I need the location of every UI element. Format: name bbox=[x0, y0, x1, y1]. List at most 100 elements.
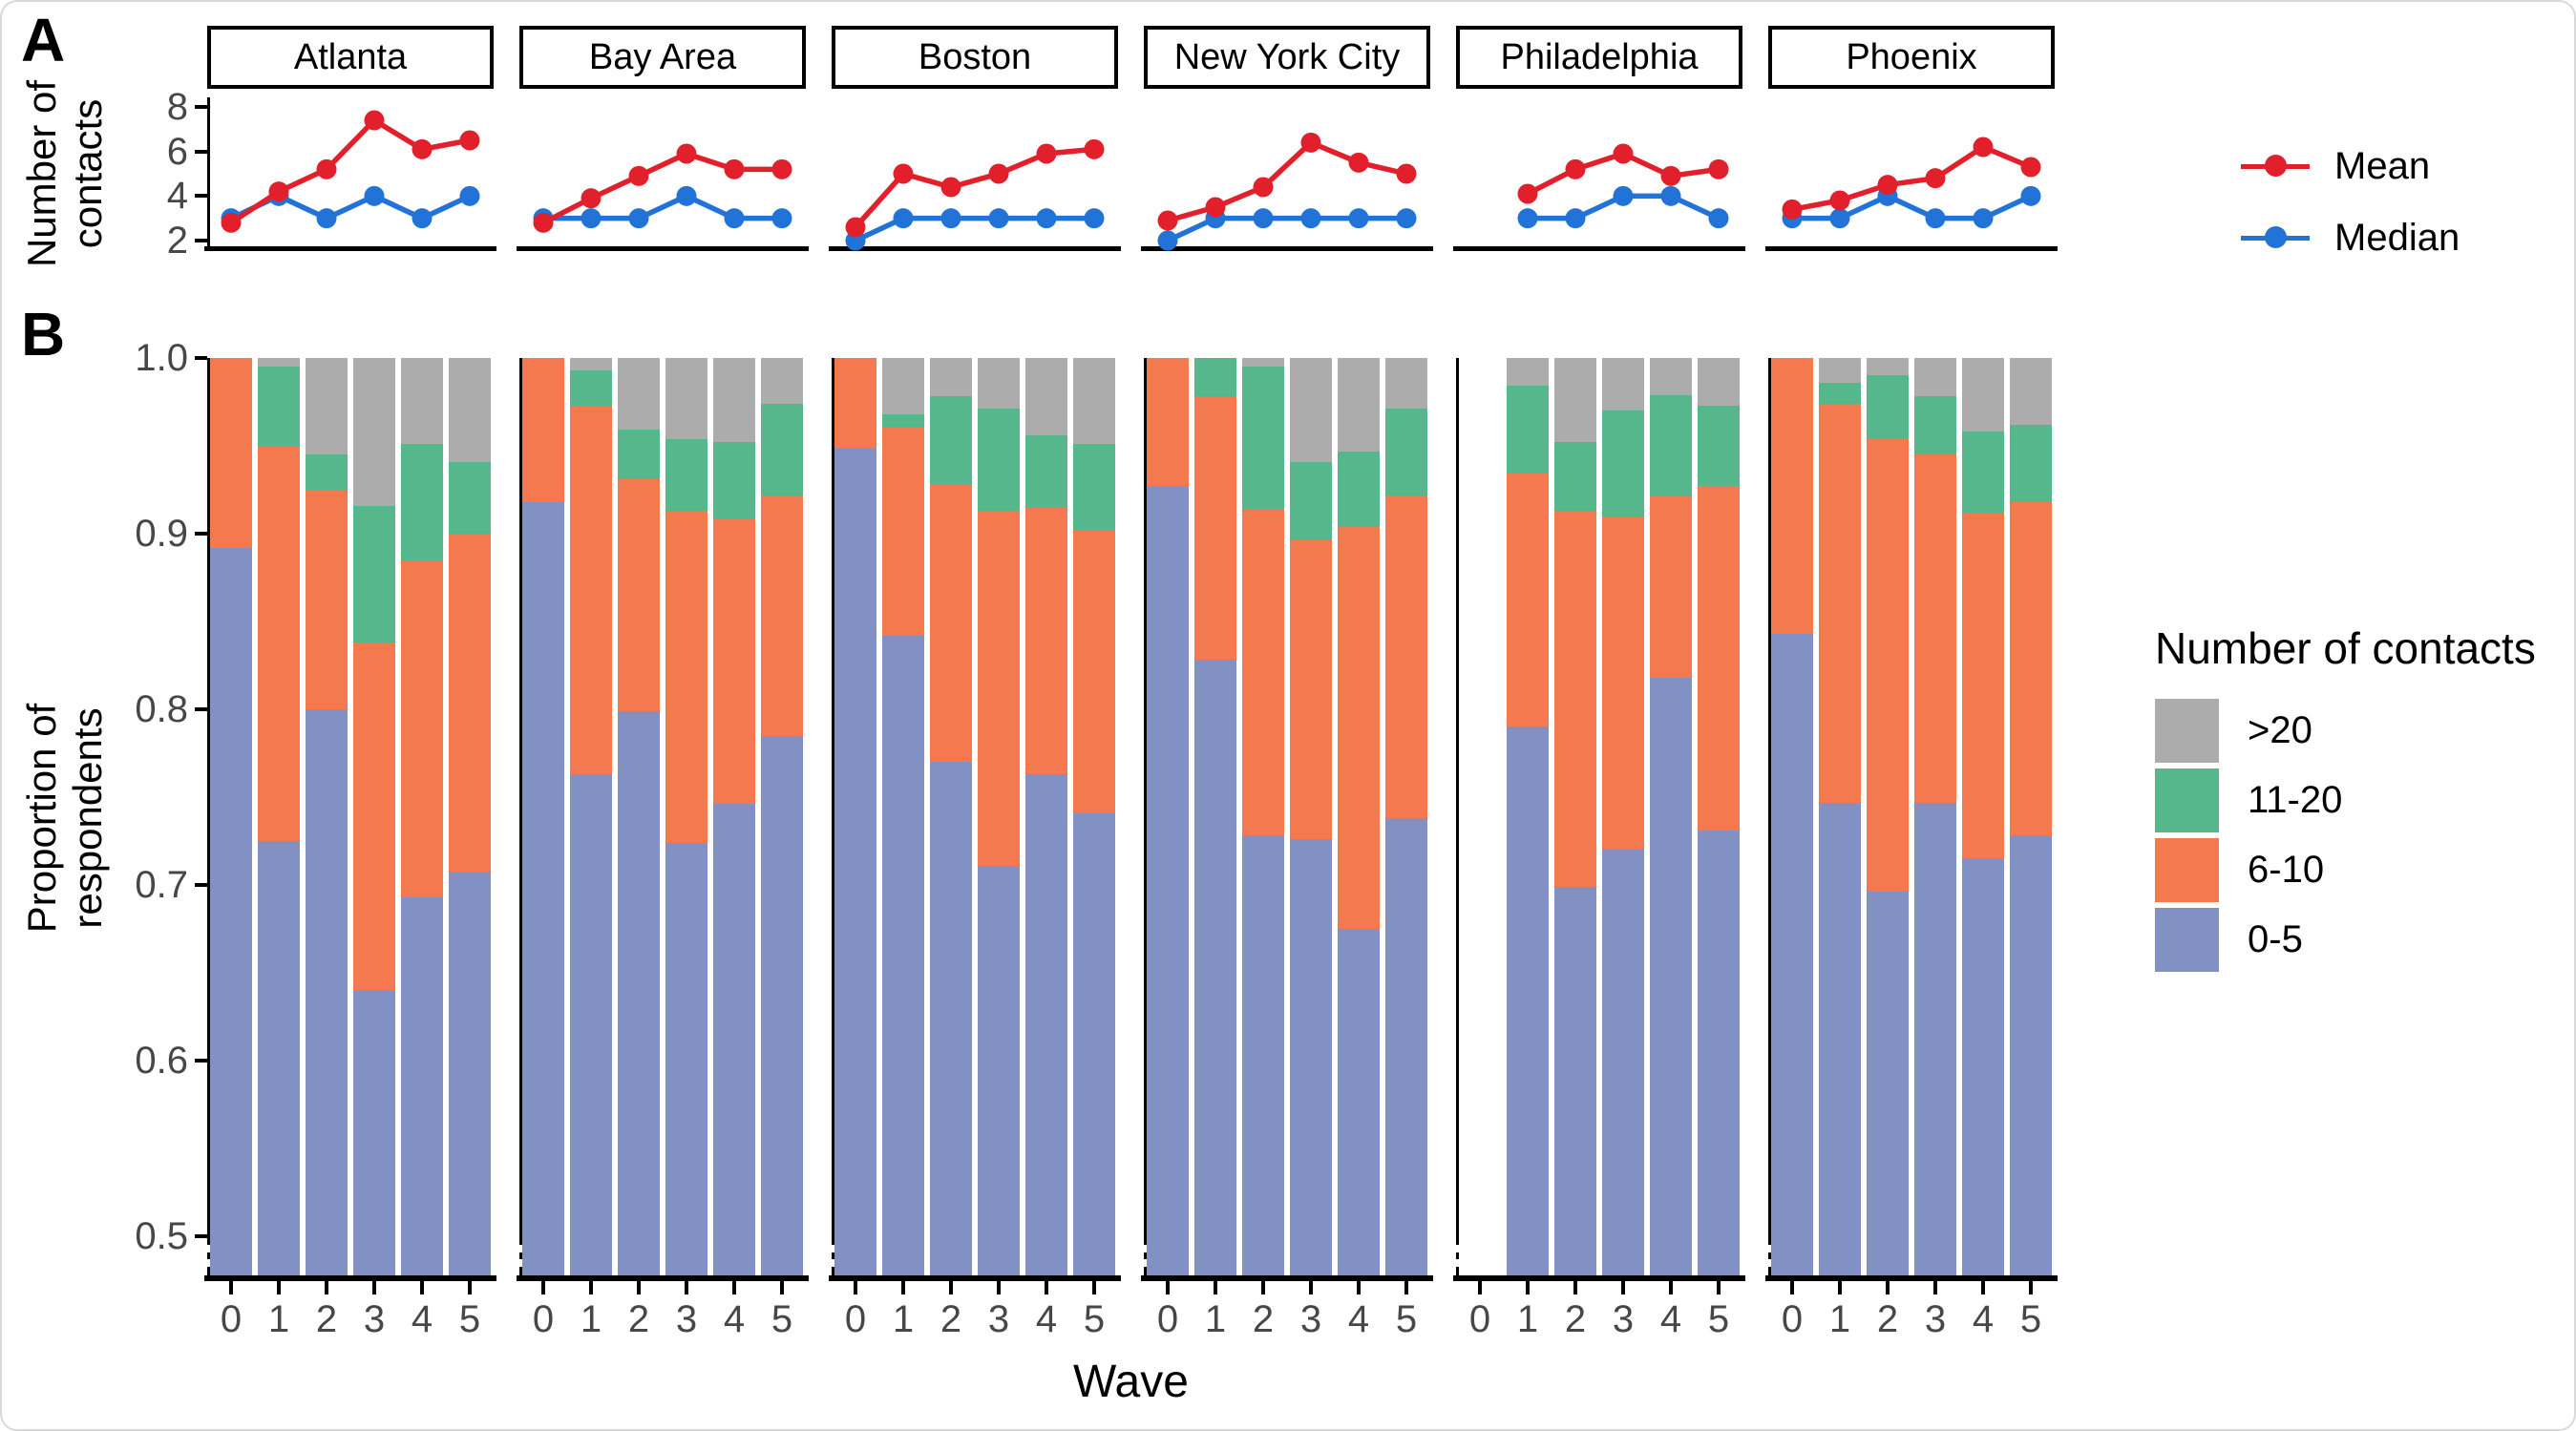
mean-point bbox=[1517, 183, 1538, 204]
x-tick-label: 3 bbox=[675, 1298, 698, 1340]
panel-a-label: A bbox=[21, 6, 66, 74]
bar-segment-0-5 bbox=[258, 841, 300, 1275]
mean-point bbox=[771, 158, 792, 179]
bar-segment-0-5 bbox=[570, 774, 612, 1275]
mean-point bbox=[412, 138, 433, 159]
bar-segment-6-10 bbox=[1385, 495, 1427, 819]
bar-segment-gt20 bbox=[1507, 358, 1549, 387]
panel-b-x-tick bbox=[325, 1281, 328, 1294]
bar-segment-0-5 bbox=[522, 501, 564, 1275]
facet-strip-new-york-city: New York City bbox=[1144, 26, 1430, 89]
panel-b-y-tick-label: 1.0 bbox=[135, 337, 188, 379]
panel-a-y-axis-title-line1: Number of bbox=[19, 79, 64, 268]
axis-break-icon bbox=[1142, 1259, 1149, 1267]
x-tick-label: 2 bbox=[1564, 1298, 1587, 1340]
x-tick-label: 2 bbox=[1876, 1298, 1899, 1340]
bar-segment-11-20 bbox=[1819, 382, 1861, 404]
bar-segment-gt20 bbox=[1698, 358, 1740, 406]
panel-b-y-tick bbox=[195, 1059, 207, 1063]
median-point bbox=[316, 208, 337, 229]
panel-a-legend: Mean Median bbox=[2241, 144, 2565, 287]
bar-segment-11-20 bbox=[1338, 451, 1380, 527]
x-axis-title: Wave bbox=[1073, 1357, 1189, 1407]
bar-segment-6-10 bbox=[2010, 501, 2052, 836]
panel-b-x-tick bbox=[732, 1281, 736, 1294]
bar-segment-6-10 bbox=[713, 519, 755, 805]
mean-point bbox=[1205, 197, 1226, 218]
bar-segment-0-5 bbox=[1242, 835, 1284, 1275]
mean-point bbox=[1565, 158, 1586, 179]
mean-point bbox=[724, 158, 745, 179]
bar-segment-0-5 bbox=[618, 710, 660, 1275]
bar-segment-6-10 bbox=[353, 642, 395, 991]
panel-b-x-tick bbox=[1092, 1281, 1096, 1294]
bar-segment-6-10 bbox=[522, 358, 564, 502]
x-tick-label: 5 bbox=[2019, 1298, 2042, 1340]
median-point bbox=[1300, 208, 1321, 229]
panel-a-y-tick bbox=[195, 105, 207, 109]
bar-segment-gt20 bbox=[1385, 358, 1427, 410]
panel-b-y-tick-label: 0.8 bbox=[135, 688, 188, 730]
bar-segment-0-5 bbox=[882, 635, 924, 1275]
panel-b-x-tick bbox=[1166, 1281, 1170, 1294]
panel-a-lines-philadelphia bbox=[1517, 143, 1729, 229]
median-point bbox=[676, 185, 697, 206]
bar-segment-0-5 bbox=[210, 547, 252, 1275]
panel-b-x-tick bbox=[1669, 1281, 1673, 1294]
x-tick-label: 4 bbox=[1347, 1298, 1370, 1340]
bar-segment-0-5 bbox=[1771, 633, 1813, 1275]
x-tick-label: 3 bbox=[987, 1298, 1010, 1340]
panel-a-y-tick-label: 6 bbox=[166, 130, 188, 173]
gt20-swatch-icon bbox=[2155, 699, 2219, 763]
bar-segment-6-10 bbox=[930, 484, 972, 763]
bar-segment-11-20 bbox=[1242, 367, 1284, 510]
axis-break-icon bbox=[1766, 1259, 1773, 1267]
bar-segment-gt20 bbox=[1338, 358, 1380, 452]
bar-segment-gt20 bbox=[978, 358, 1020, 410]
panel-b-x-tick bbox=[589, 1281, 593, 1294]
panel-a-lines-phoenix bbox=[1782, 137, 2041, 229]
median-point bbox=[1708, 208, 1729, 229]
bar-segment-11-20 bbox=[1554, 442, 1596, 512]
median-point bbox=[1925, 208, 1946, 229]
6-10-swatch-icon bbox=[2155, 838, 2219, 902]
x-tick-label: 0 bbox=[1156, 1298, 1179, 1340]
bar-segment-gt20 bbox=[1962, 358, 2004, 432]
panel-b-x-tick bbox=[949, 1281, 953, 1294]
x-tick-label: 4 bbox=[1972, 1298, 1995, 1340]
x-tick-label: 2 bbox=[1252, 1298, 1275, 1340]
legend-item-mean: Mean bbox=[2241, 144, 2430, 188]
bar-segment-gt20 bbox=[1602, 358, 1644, 411]
median-point bbox=[940, 208, 961, 229]
median-point bbox=[1660, 185, 1681, 206]
panel-a-x-axis-line bbox=[1141, 246, 1433, 251]
x-tick-label: 3 bbox=[1612, 1298, 1635, 1340]
median-point bbox=[412, 208, 433, 229]
median-point bbox=[1565, 208, 1586, 229]
mean-point bbox=[988, 163, 1009, 184]
11-20-swatch-icon bbox=[2155, 768, 2219, 832]
mean-point bbox=[316, 158, 337, 179]
median-point bbox=[1253, 208, 1274, 229]
bar-segment-6-10 bbox=[258, 446, 300, 841]
panel-b-x-tick bbox=[1573, 1281, 1577, 1294]
bar-segment-6-10 bbox=[1867, 438, 1909, 893]
legend-label-6-10: 6-10 bbox=[2248, 849, 2325, 891]
bar-segment-0-5 bbox=[1819, 802, 1861, 1275]
panel-a-x-axis-line bbox=[1453, 246, 1745, 251]
panel-b-x-tick bbox=[1045, 1281, 1048, 1294]
x-tick-label: 1 bbox=[892, 1298, 915, 1340]
bar-segment-gt20 bbox=[1914, 358, 1956, 397]
median-point bbox=[893, 208, 914, 229]
axis-break-icon bbox=[1766, 1245, 1773, 1252]
mean-point bbox=[845, 217, 866, 238]
bar-segment-11-20 bbox=[713, 442, 755, 520]
bar-segment-0-5 bbox=[1698, 830, 1740, 1275]
bar-segment-6-10 bbox=[401, 559, 443, 897]
panel-b-y-tick-label: 0.7 bbox=[135, 864, 188, 906]
panel-b-x-tick bbox=[1357, 1281, 1361, 1294]
x-tick-label: 4 bbox=[1035, 1298, 1058, 1340]
panel-b-x-axis-line bbox=[1141, 1275, 1433, 1281]
mean-point bbox=[2020, 157, 2041, 178]
bar-segment-11-20 bbox=[1194, 358, 1236, 397]
